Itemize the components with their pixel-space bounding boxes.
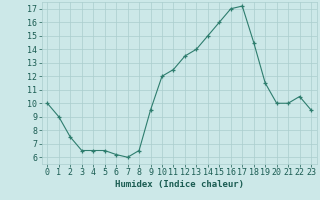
X-axis label: Humidex (Indice chaleur): Humidex (Indice chaleur) (115, 180, 244, 189)
